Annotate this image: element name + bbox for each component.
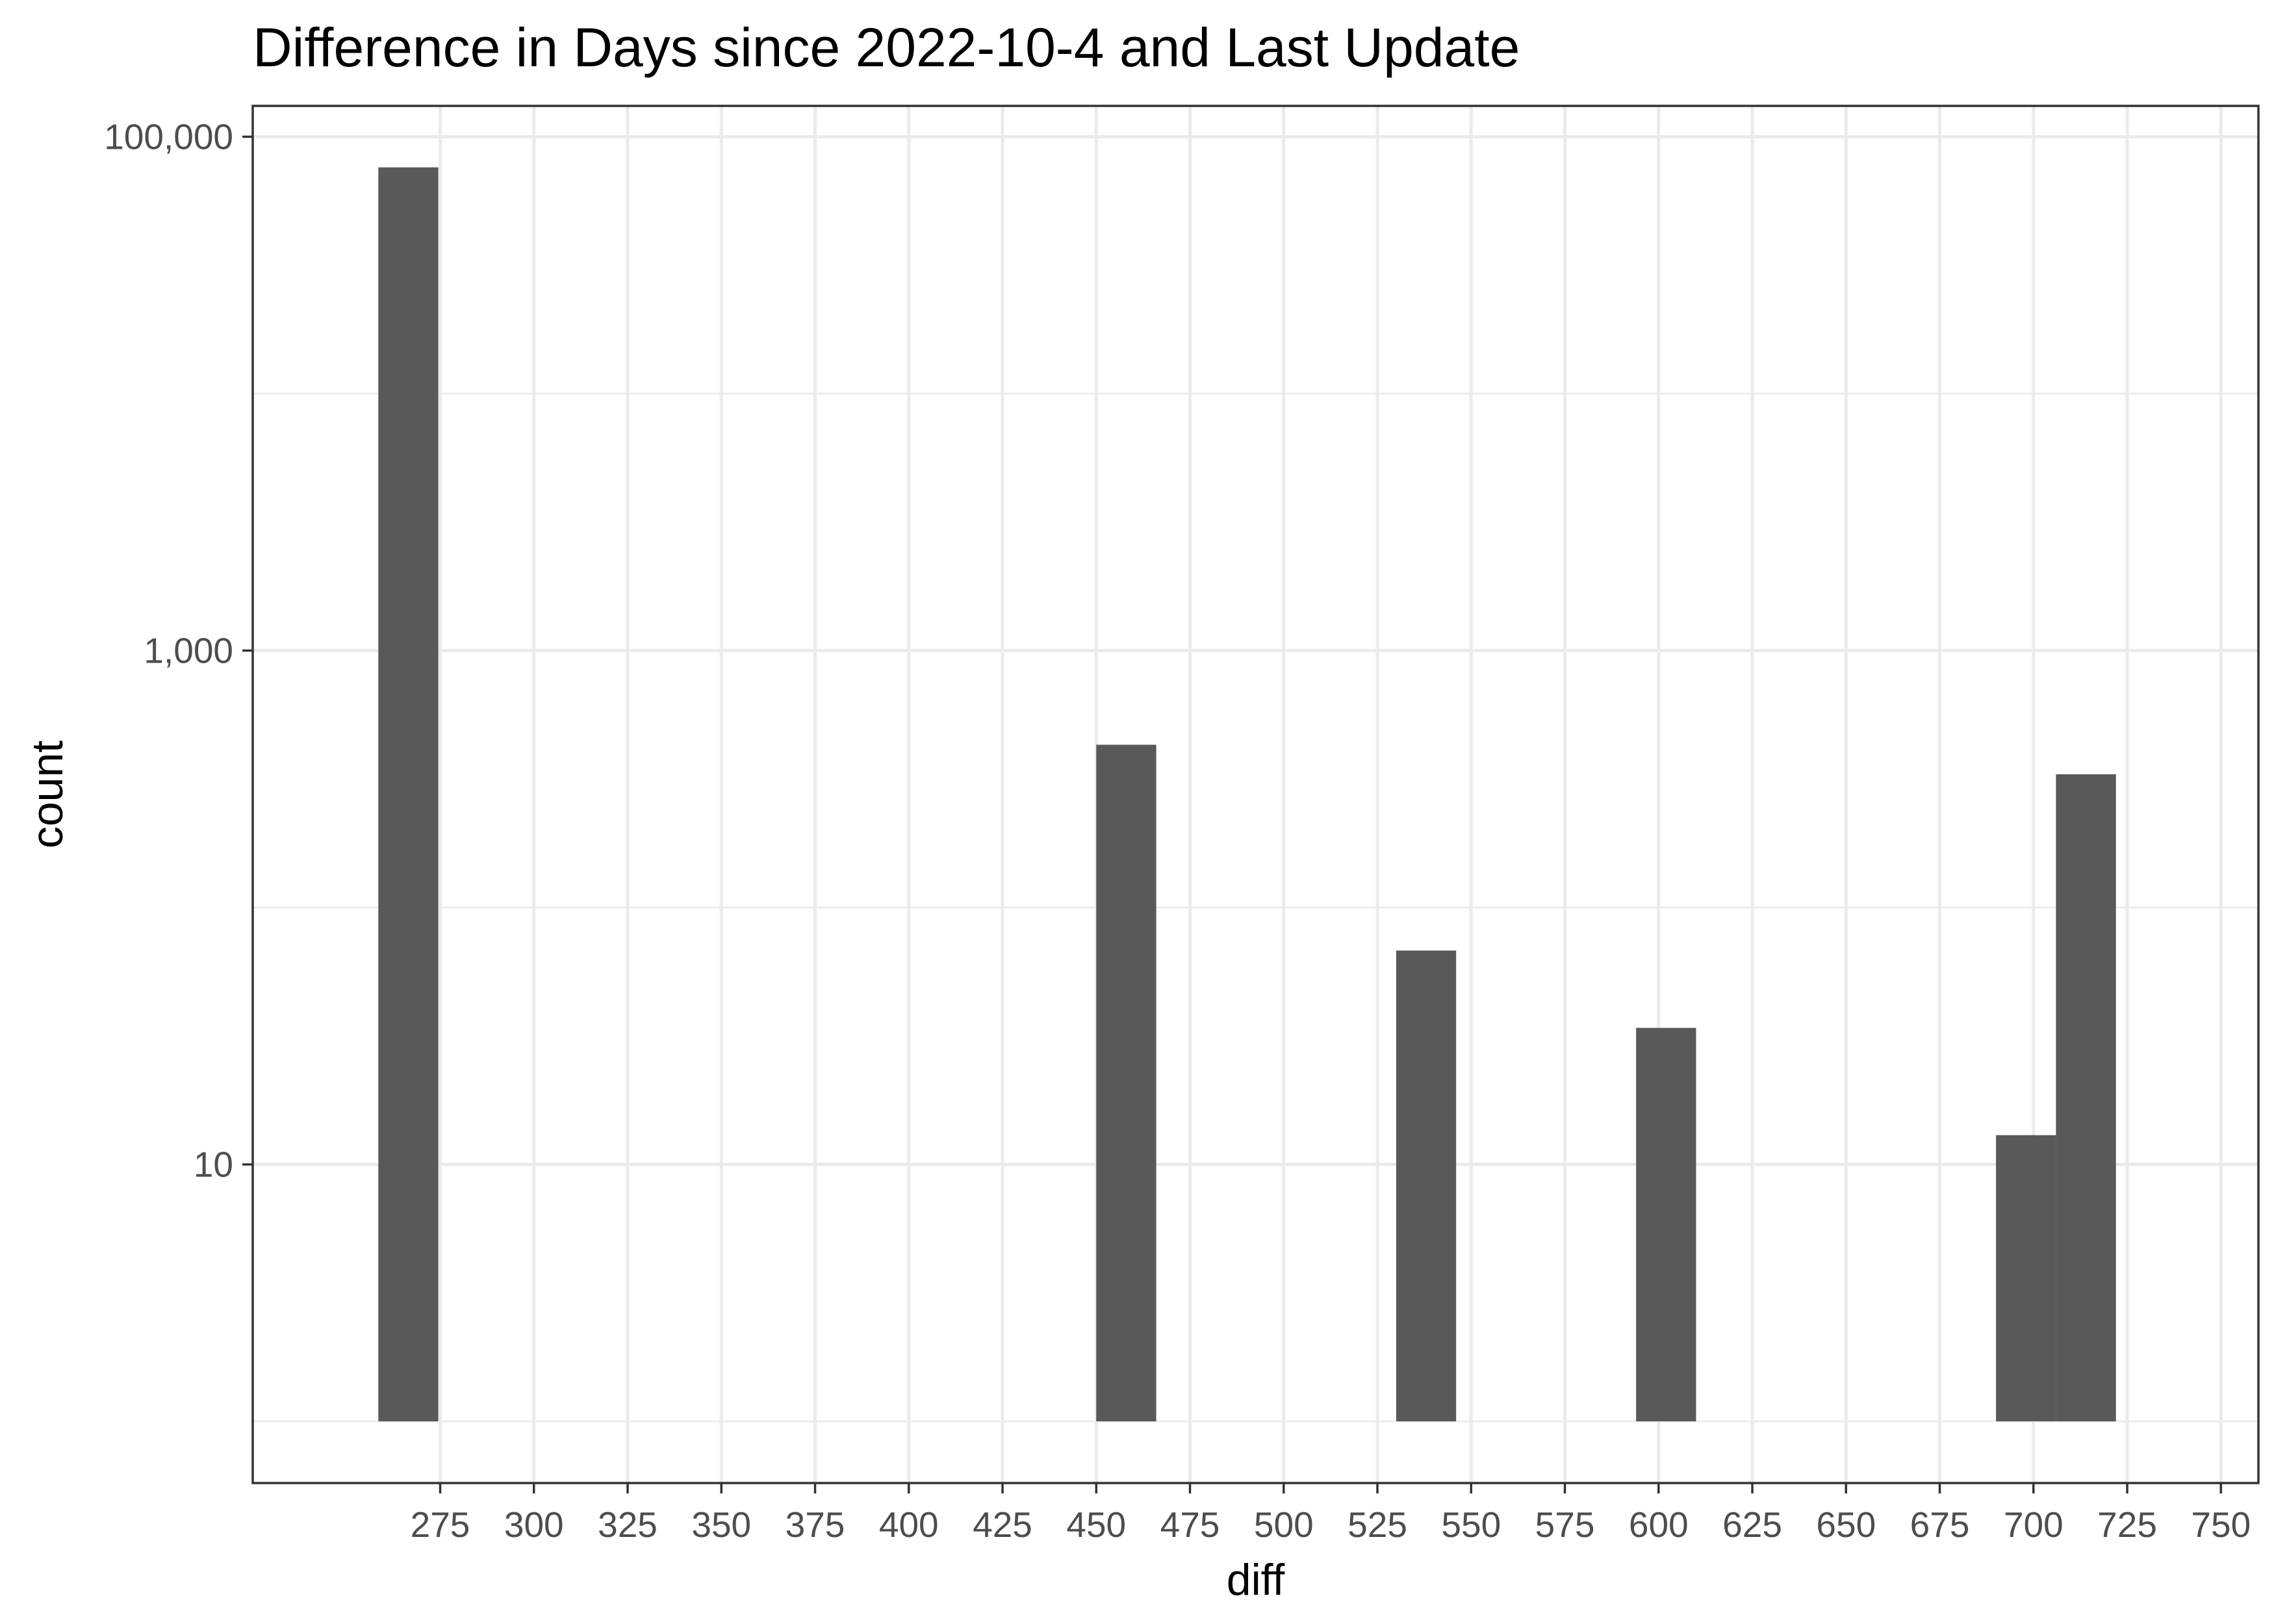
panel-border: [251, 105, 2260, 1484]
x-tick-label: 700: [2004, 1504, 2063, 1545]
x-tick-label: 350: [691, 1504, 751, 1545]
axes: 275 300 325 350 375 400 425 450 475 500 525 550 575 6…: [104, 116, 2251, 1545]
x-tick-label: 450: [1066, 1504, 1126, 1545]
bars: [378, 167, 2116, 1422]
histogram-bar: [378, 167, 439, 1422]
x-tick-label: 625: [1722, 1504, 1782, 1545]
x-tick-label: 275: [411, 1504, 470, 1545]
histogram-bar: [1996, 1135, 2056, 1422]
y-axis-title: count: [23, 741, 72, 848]
chart-title: Difference in Days since 2022-10-4 and L…: [253, 17, 1520, 78]
x-tick-label: 750: [2191, 1504, 2251, 1545]
y-tick-label: 100,000: [104, 116, 233, 157]
x-tick-label: 325: [598, 1504, 658, 1545]
x-tick-label: 550: [1441, 1504, 1501, 1545]
x-tick-label: 575: [1535, 1504, 1595, 1545]
x-tick-label: 500: [1254, 1504, 1314, 1545]
x-tick-label: 650: [1816, 1504, 1876, 1545]
y-tick-label: 10: [194, 1145, 233, 1185]
x-tick-label: 425: [973, 1504, 1032, 1545]
histogram-bar: [1636, 1028, 1696, 1422]
x-tick-label: 300: [504, 1504, 564, 1545]
x-tick-label: 725: [2097, 1504, 2157, 1545]
x-axis-title: diff: [1227, 1555, 1285, 1605]
x-tick-label: 400: [879, 1504, 939, 1545]
histogram-bar: [1096, 744, 1156, 1422]
x-tick-label: 600: [1629, 1504, 1689, 1545]
y-tick-label: 1,000: [144, 631, 233, 671]
x-tick-label: 675: [1910, 1504, 1970, 1545]
histogram-bar: [2056, 774, 2116, 1422]
x-tick-label: 375: [786, 1504, 845, 1545]
gridlines: [253, 106, 2258, 1483]
histogram-bar: [1396, 950, 1457, 1422]
x-tick-label: 475: [1160, 1504, 1220, 1545]
x-tick-label: 525: [1348, 1504, 1407, 1545]
